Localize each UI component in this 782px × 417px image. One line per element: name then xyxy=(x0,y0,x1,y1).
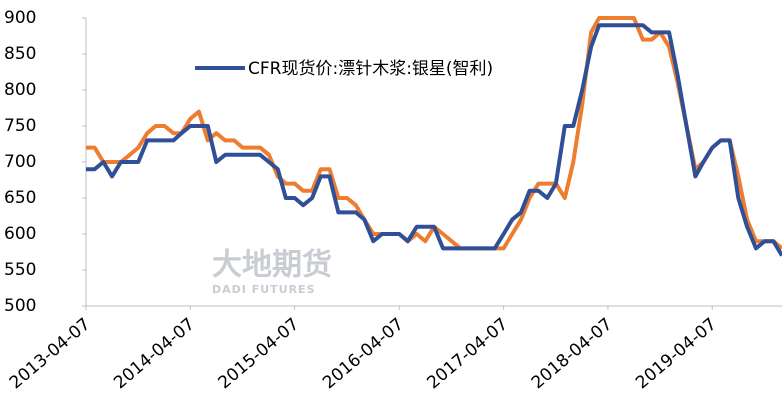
y-tick-label: 750 xyxy=(4,116,36,136)
x-tick-label: 2016-04-07 xyxy=(319,314,408,393)
watermark: 大地期货 xyxy=(212,248,332,283)
y-tick-label: 500 xyxy=(4,296,36,316)
y-tick-label: 550 xyxy=(4,260,36,280)
series-line xyxy=(86,23,782,257)
x-tick-label: 2018-04-07 xyxy=(528,314,617,393)
y-tick-label: 650 xyxy=(4,188,36,208)
y-tick-label: 850 xyxy=(4,44,36,64)
series-line xyxy=(86,16,782,251)
x-tick-label: 2013-04-07 xyxy=(6,314,95,393)
x-tick-label: 2014-04-07 xyxy=(110,314,199,393)
x-tick-label: 2019-04-07 xyxy=(632,314,721,393)
x-tick-label: 2017-04-07 xyxy=(423,314,512,393)
y-tick-label: 800 xyxy=(4,80,36,100)
x-tick-label: 2015-04-07 xyxy=(215,314,304,393)
legend-label: CFR现货价:漂针木浆:银星(智利) xyxy=(248,59,493,79)
y-tick-label: 600 xyxy=(4,224,36,244)
y-tick-label: 900 xyxy=(4,8,36,28)
y-tick-label: 700 xyxy=(4,152,36,172)
watermark-subtitle: DADI FUTURES xyxy=(212,283,316,296)
